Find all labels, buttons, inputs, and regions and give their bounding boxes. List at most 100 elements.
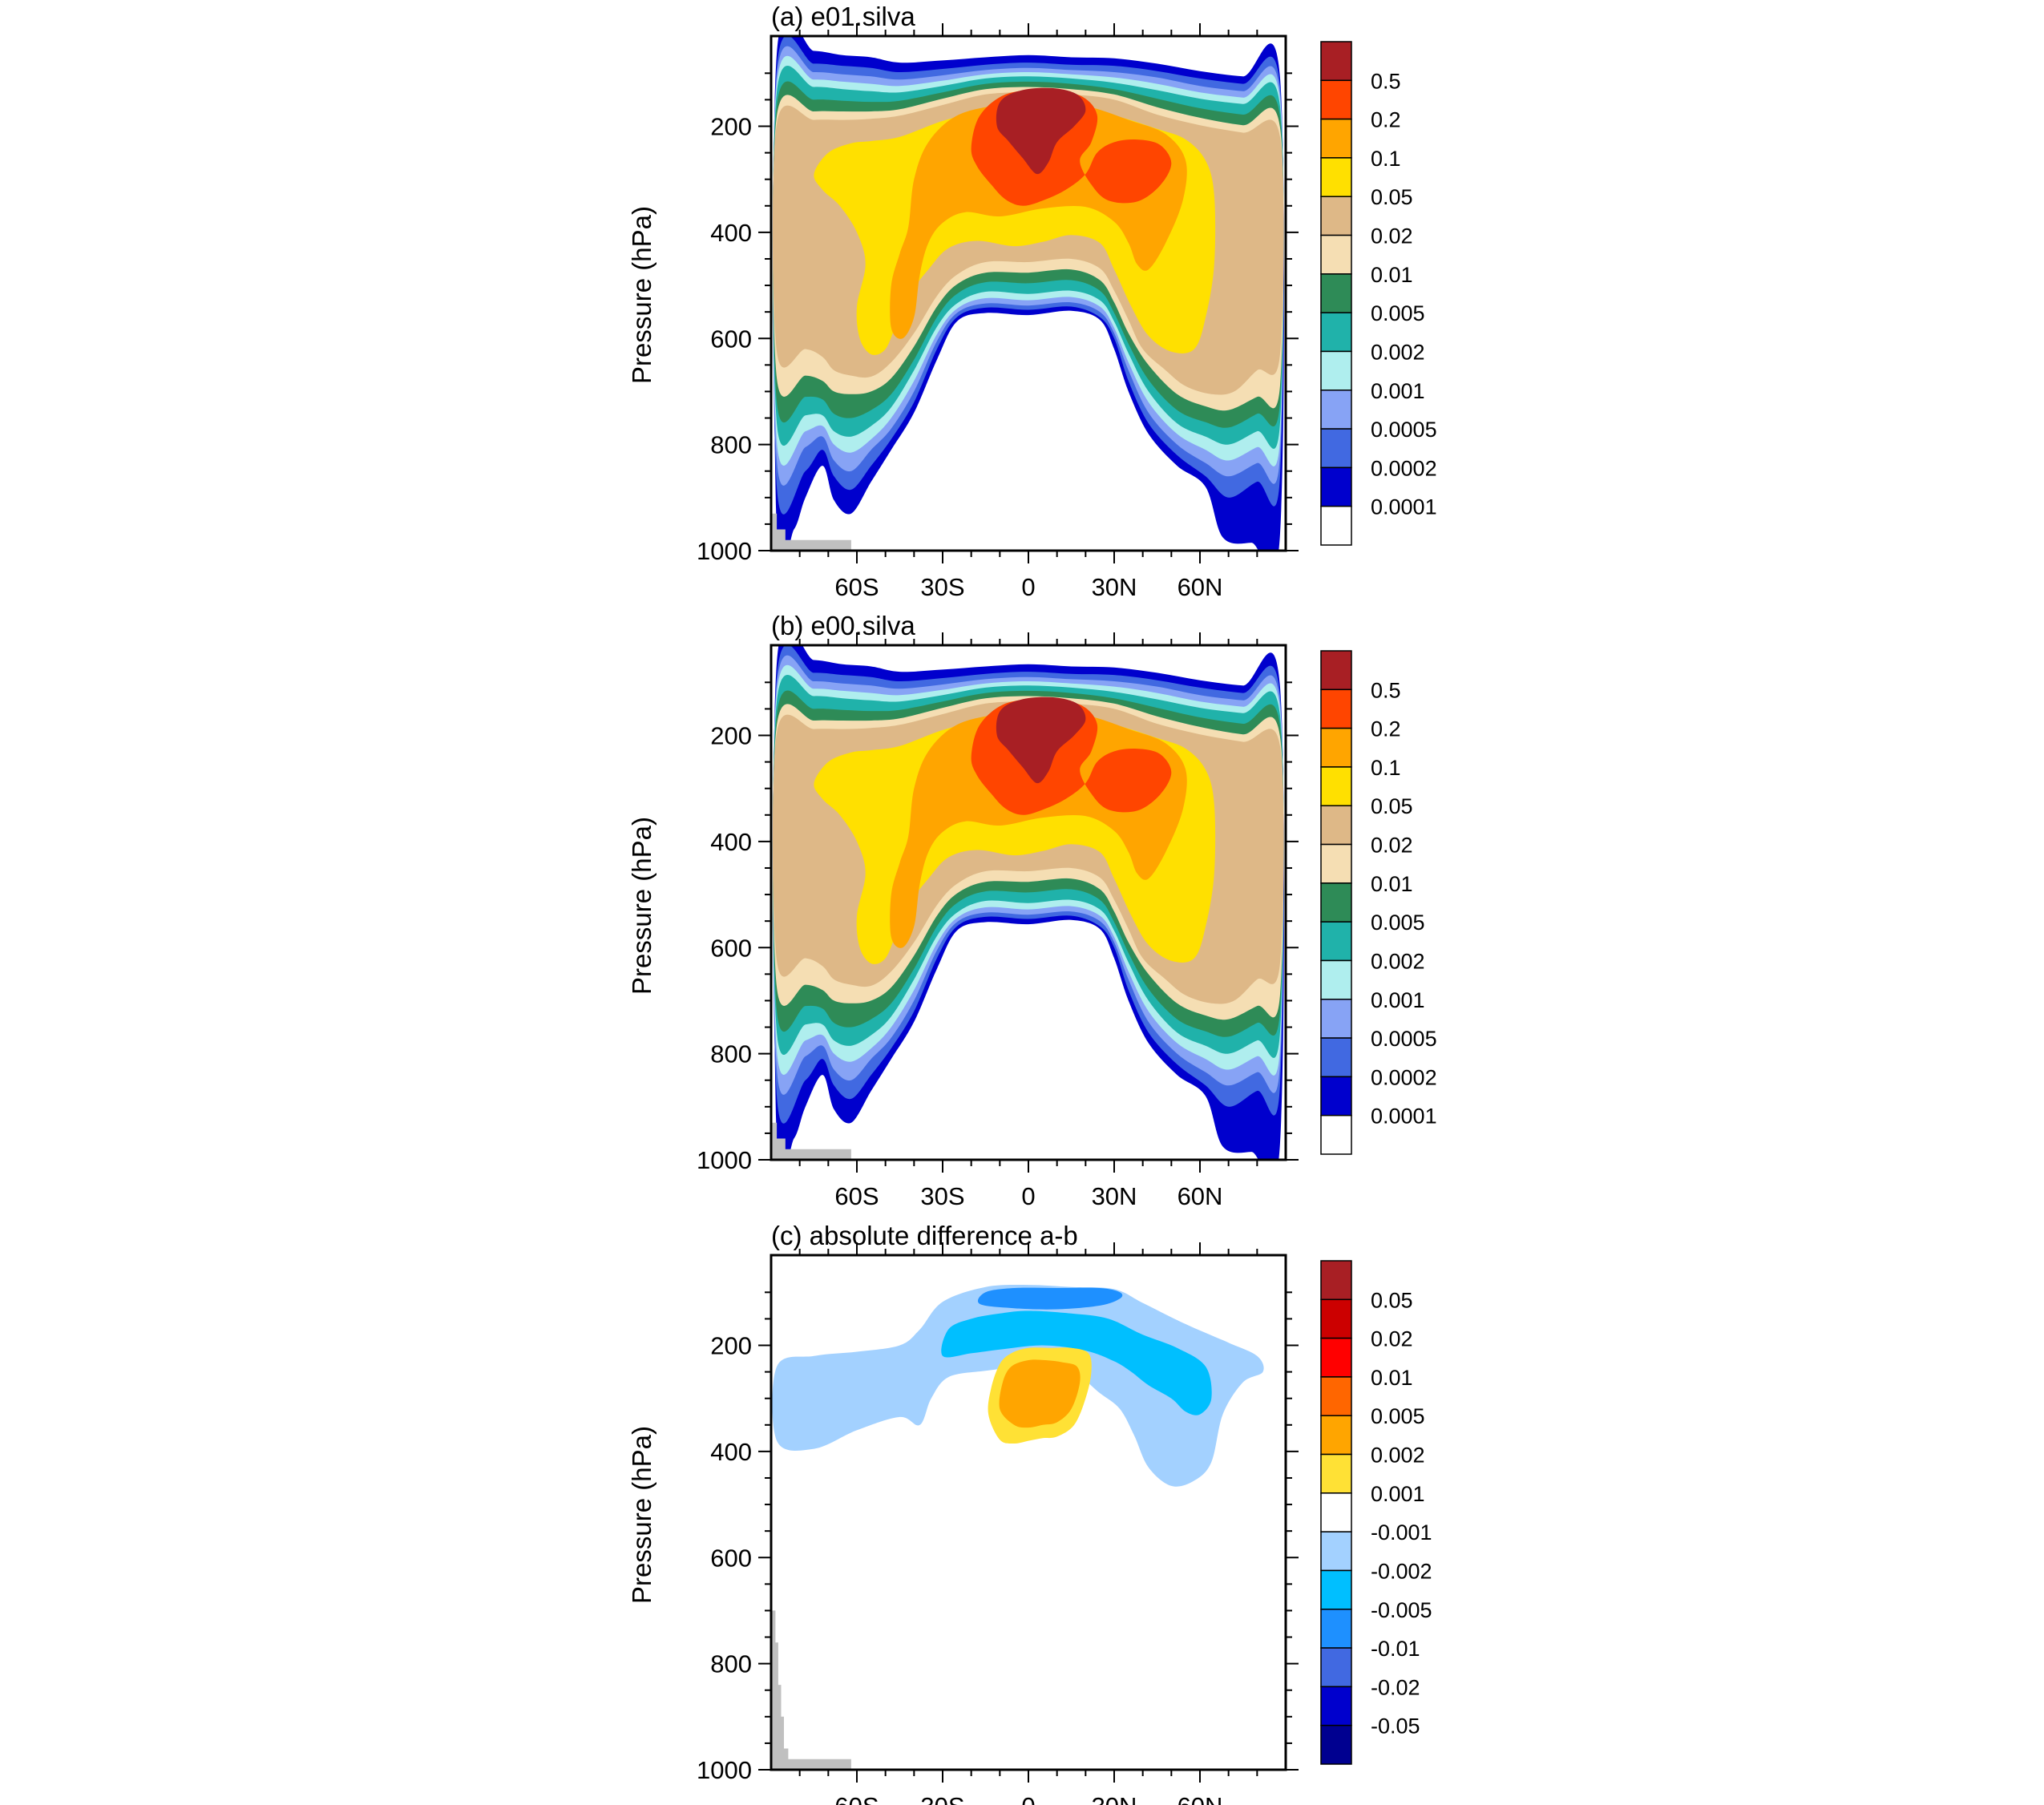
panel-a-colorbar-box — [1320, 466, 1352, 507]
panel-c-colorbar-label: 0.005 — [1371, 1404, 1425, 1428]
panel-c-ylabel: Pressure (hPa) — [627, 1426, 656, 1604]
panel-b-colorbar-box — [1320, 1037, 1352, 1078]
panel-b-colorbar-label: 0.05 — [1371, 794, 1413, 818]
panel-c-contour-2 — [941, 1310, 1212, 1415]
panel-a-colorbar: 0.5 0.2 0.1 0.05 0.02 0.01 0.005 0.002 0.001 0.00… — [1320, 41, 1437, 546]
panel-a-ytick-label: 800 — [710, 431, 752, 459]
panel-c-colorbar-box — [1320, 1609, 1352, 1649]
panel-b-ytick-label: 1000 — [697, 1146, 752, 1174]
panel-c-colorbar-label: -0.01 — [1371, 1637, 1420, 1661]
panel-a-colorbar-box — [1320, 273, 1352, 313]
panel-c-colorbar-box — [1320, 1492, 1352, 1532]
panel-a-colorbar-box — [1320, 390, 1352, 430]
panel-c-contour-5 — [999, 1359, 1081, 1428]
panel-c-xtick-label: 30S — [920, 1792, 964, 1805]
panel-b-colorbar-label: 0.005 — [1371, 911, 1425, 935]
panel-c-colorbar-box — [1320, 1415, 1352, 1456]
panel-b-ytick-label: 800 — [710, 1040, 752, 1068]
panel-a-colorbar-box — [1320, 196, 1352, 236]
panel-a-colorbar-label: 0.2 — [1371, 108, 1401, 132]
panel-b-colorbar-box — [1320, 650, 1352, 691]
panel-b-ytick-label: 600 — [710, 934, 752, 962]
panel-a-ytick-label: 600 — [710, 325, 752, 353]
panel-c-colorbar-box — [1320, 1647, 1352, 1688]
panel-b-colorbar-label: 0.1 — [1371, 756, 1401, 780]
panel-a-ylabel: Pressure (hPa) — [627, 206, 656, 384]
panel-c-contour-3 — [977, 1287, 1123, 1310]
panel-c-xtick-label: 60N — [1178, 1792, 1223, 1805]
panel-b-colorbar-label: 0.01 — [1371, 872, 1413, 896]
panel-b-colorbar-box — [1320, 688, 1352, 729]
panel-c-colorbar-label: -0.02 — [1371, 1675, 1420, 1699]
panel-c-colorbar-box — [1320, 1337, 1352, 1378]
panel-a-colorbar-label: 0.05 — [1371, 185, 1413, 209]
panel-c-colorbar-box — [1320, 1569, 1352, 1610]
panel-c-xtick-label: 30N — [1092, 1792, 1137, 1805]
panel-b-title: (b) e00.silva — [771, 611, 915, 640]
panel-c-colorbar-label: 0.01 — [1371, 1366, 1413, 1390]
panel-b-topography-mask — [771, 1122, 851, 1160]
panel-b-colorbar-box — [1320, 805, 1352, 846]
panel-a-colorbar-box — [1320, 118, 1352, 159]
panel-c-colorbar-box — [1320, 1531, 1352, 1572]
panel-c-colorbar-box — [1320, 1686, 1352, 1726]
panel-a-title: (a) e01.silva — [771, 2, 915, 31]
panel-b-colorbar: 0.5 0.2 0.1 0.05 0.02 0.01 0.005 0.002 0.001 0.00… — [1320, 650, 1437, 1155]
panel-a-colorbar-label: 0.5 — [1371, 69, 1401, 93]
panel-b-colorbar-box — [1320, 1076, 1352, 1117]
panel-b-colorbar-label: 0.0001 — [1371, 1104, 1437, 1129]
panel-b-colorbar-label: 0.02 — [1371, 834, 1413, 858]
panel-a-plot-area: 200 400 600 800 1000 60S 30S 0 30N 60N — [697, 23, 1299, 601]
panel-c-ytick-label: 400 — [710, 1438, 752, 1466]
panel-a-colorbar-box — [1320, 312, 1352, 353]
panel-c-colorbar-label: 0.05 — [1371, 1288, 1413, 1312]
panel-c-colorbar-label: 0.001 — [1371, 1482, 1425, 1506]
panel-b-contour-11 — [996, 697, 1086, 784]
panel-c-ytick-label: 800 — [710, 1650, 752, 1678]
panel-a-colorbar-label: 0.01 — [1371, 263, 1413, 287]
panel-c-plot-area: 200 400 600 800 1000 60S 30S 0 30N 60N — [697, 1242, 1299, 1805]
panel-a-ytick-label: 400 — [710, 219, 752, 247]
panel-c-colorbar-label: 0.002 — [1371, 1444, 1425, 1468]
panel-c-colorbar: 0.05 0.02 0.01 0.005 0.002 0.001 -0.001 -0.002 -… — [1320, 1260, 1432, 1765]
panel-a-colorbar-label: 0.002 — [1371, 340, 1425, 364]
panel-c-colorbar-box — [1320, 1453, 1352, 1494]
panel-b-colorbar-box — [1320, 921, 1352, 962]
panel-b-ytick-label: 200 — [710, 722, 752, 750]
panel-a-colorbar-label: 0.0001 — [1371, 495, 1437, 519]
panel-a-colorbar-label: 0.0005 — [1371, 418, 1437, 442]
panel-a-contour-11 — [996, 87, 1086, 175]
panel-b-colorbar-box — [1320, 959, 1352, 1000]
panel-b-colorbar-label: 0.2 — [1371, 717, 1401, 741]
panel-a-colorbar-label: 0.0002 — [1371, 456, 1437, 480]
panel-a-colorbar-box — [1320, 234, 1352, 275]
panel-a-colorbar-box — [1320, 428, 1352, 469]
panel-b-colorbar-box — [1320, 727, 1352, 768]
panel-c-topography-mask — [771, 1610, 851, 1770]
panel-b-colorbar-label: 0.5 — [1371, 678, 1401, 702]
panel-a-colorbar-box — [1320, 505, 1352, 546]
panel-c-colorbar-label: -0.05 — [1371, 1714, 1420, 1738]
panel-b-colorbar-box — [1320, 882, 1352, 923]
panel-c-ytick-label: 200 — [710, 1332, 752, 1360]
panel-b-colorbar-label: 0.0002 — [1371, 1065, 1437, 1089]
panel-a-colorbar-label: 0.02 — [1371, 224, 1413, 248]
panel-b-plot-area: 200 400 600 800 1000 60S 30S 0 30N 60N — [697, 632, 1299, 1210]
panel-b-xtick-label: 30S — [920, 1182, 964, 1210]
panel-b-ylabel: Pressure (hPa) — [627, 817, 656, 995]
panel-c: (c) absolute difference a-b Pressure (hP… — [627, 1221, 1432, 1805]
panel-b-xtick-label: 0 — [1021, 1182, 1035, 1210]
panel-a-colorbar-box — [1320, 350, 1352, 391]
panel-c-xtick-label: 60S — [834, 1792, 879, 1805]
panel-c-colorbar-label: 0.02 — [1371, 1327, 1413, 1351]
panel-a-colorbar-label: 0.1 — [1371, 147, 1401, 171]
panel-b-colorbar-label: 0.002 — [1371, 949, 1425, 973]
panel-a-xtick-label: 30N — [1092, 573, 1137, 601]
panel-c-colorbar-label: -0.005 — [1371, 1598, 1432, 1622]
panel-a-xtick-label: 0 — [1021, 573, 1035, 601]
panel-a-xtick-label: 60S — [834, 573, 879, 601]
panel-c-colorbar-box — [1320, 1724, 1352, 1765]
panel-a-xtick-label: 30S — [920, 573, 964, 601]
panel-c-ytick-label: 600 — [710, 1544, 752, 1572]
